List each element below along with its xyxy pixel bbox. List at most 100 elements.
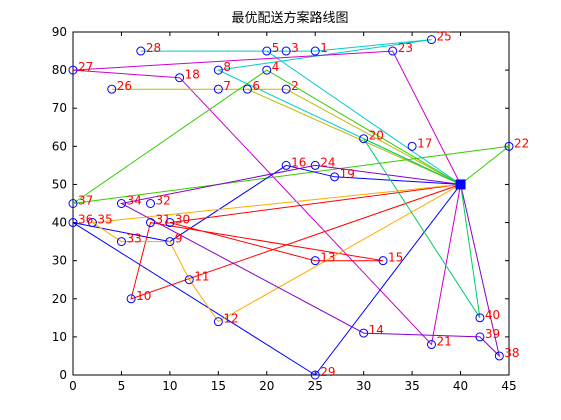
customer-point [281,46,291,56]
point-label: 13 [320,251,335,265]
y-tick-label: 50 [52,177,67,191]
point-label: 18 [185,68,200,82]
route-line [72,50,462,346]
point-label: 14 [369,323,384,337]
customer-point [281,160,291,170]
customer-point [426,340,436,350]
y-tick-label: 80 [52,63,67,77]
customer-point [504,141,514,151]
point-label: 31 [156,213,171,227]
point-label: 16 [291,155,306,169]
point-label: 9 [175,232,183,246]
y-tick-label: 20 [52,292,67,306]
point-label: 21 [436,335,451,349]
point-label: 35 [97,213,112,227]
customer-point [116,237,126,247]
depot-layer [455,179,466,190]
y-tick-label: 10 [52,330,67,344]
customer-points [68,35,514,380]
customer-point [165,218,175,228]
point-labels: 1234567891011121314151617181920212223242… [78,30,529,379]
y-tick-label: 90 [52,25,67,39]
point-label: 2 [291,79,299,93]
point-label: 10 [136,289,151,303]
point-label: 26 [117,79,132,93]
point-label: 5 [272,41,280,55]
customer-point [213,65,223,75]
point-label: 17 [417,136,432,150]
x-tick-label: 25 [308,379,323,393]
route-line [130,183,461,300]
x-tick-label: 30 [356,379,371,393]
x-tick-label: 40 [453,379,468,393]
customer-point [310,160,320,170]
route-line [362,137,481,319]
y-tick-label: 70 [52,101,67,115]
customer-point [68,199,78,208]
customer-point [175,73,185,83]
customer-point [388,46,398,56]
customer-point [281,84,291,94]
customer-point [475,313,485,323]
x-tick-label: 10 [162,379,177,393]
x-tick-label: 5 [118,379,126,393]
customer-point [68,218,78,228]
point-label: 12 [223,312,238,326]
customer-point [107,84,117,94]
customer-point [126,294,136,304]
point-label: 24 [320,155,335,169]
point-label: 11 [194,270,209,284]
point-label: 37 [78,194,93,208]
x-tick-label: 0 [69,379,77,393]
customer-point [262,65,272,75]
customer-point [359,328,369,338]
point-label: 6 [252,79,260,93]
customer-point [146,199,156,208]
point-label: 32 [156,194,171,208]
point-label: 8 [223,60,231,74]
point-label: 28 [146,41,161,55]
customer-point [213,317,223,327]
chart-title: 最优配送方案路线图 [231,10,348,26]
customer-point [87,218,97,228]
point-label: 29 [320,365,335,379]
route-lines [72,39,511,376]
x-tick-label: 35 [404,379,419,393]
point-label: 33 [126,232,141,246]
point-label: 1 [320,41,328,55]
route-line [72,69,511,204]
customer-point [310,256,320,266]
customer-point [184,275,194,285]
route-line [111,88,461,185]
point-label: 25 [436,30,451,44]
point-label: 20 [369,129,384,143]
customer-point [330,172,340,182]
point-label: 38 [504,346,519,360]
y-tick-label: 30 [52,254,67,268]
customer-point [310,370,320,380]
customer-point [407,141,417,151]
route-line [140,39,461,185]
x-tick-label: 15 [211,379,226,393]
point-label: 15 [388,251,403,265]
route-line [90,183,461,323]
customer-point [146,218,156,228]
customer-point [310,46,320,56]
y-tick-label: 60 [52,139,67,153]
customer-point [165,237,175,247]
customer-point [475,332,485,342]
customer-point [116,199,126,208]
x-tick-label: 20 [259,379,274,393]
y-tick-label: 40 [52,216,67,230]
point-label: 39 [485,327,500,341]
point-label: 36 [78,213,93,227]
depot-marker [455,179,466,190]
point-label: 40 [485,308,500,322]
customer-point [378,256,388,266]
point-label: 22 [514,136,529,150]
point-label: 23 [398,41,413,55]
y-tick-label: 0 [59,368,67,382]
point-label: 7 [223,79,231,93]
customer-point [426,35,436,45]
